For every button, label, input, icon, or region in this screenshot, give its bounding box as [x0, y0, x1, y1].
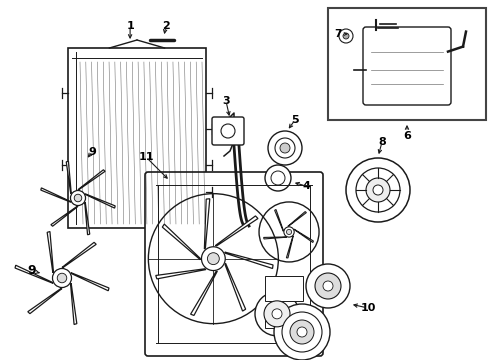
- Polygon shape: [286, 236, 294, 258]
- Circle shape: [74, 194, 82, 202]
- Polygon shape: [78, 170, 105, 190]
- Text: 8: 8: [378, 137, 386, 147]
- Text: 9: 9: [28, 264, 36, 276]
- Circle shape: [264, 301, 290, 327]
- Polygon shape: [85, 194, 115, 208]
- Bar: [328, 8, 486, 120]
- Circle shape: [271, 171, 285, 185]
- Circle shape: [287, 229, 292, 234]
- Polygon shape: [71, 283, 77, 324]
- Circle shape: [71, 190, 86, 206]
- Polygon shape: [288, 212, 306, 226]
- Circle shape: [323, 281, 333, 291]
- Circle shape: [290, 320, 314, 344]
- Circle shape: [339, 29, 353, 43]
- FancyBboxPatch shape: [363, 27, 451, 105]
- Polygon shape: [71, 273, 109, 291]
- Text: 10: 10: [360, 303, 376, 313]
- Polygon shape: [204, 199, 210, 249]
- Circle shape: [255, 292, 299, 336]
- Polygon shape: [191, 271, 217, 315]
- Circle shape: [201, 247, 225, 270]
- Text: 6: 6: [403, 131, 411, 141]
- Polygon shape: [162, 224, 200, 260]
- Polygon shape: [215, 216, 258, 246]
- Circle shape: [272, 309, 282, 319]
- Text: 11: 11: [138, 152, 154, 162]
- Circle shape: [282, 312, 322, 352]
- Polygon shape: [294, 229, 314, 243]
- Circle shape: [274, 304, 330, 360]
- Circle shape: [284, 227, 294, 237]
- Circle shape: [343, 33, 349, 39]
- Circle shape: [306, 264, 350, 308]
- Circle shape: [52, 269, 72, 288]
- Circle shape: [57, 273, 67, 283]
- Polygon shape: [275, 210, 283, 231]
- Circle shape: [356, 168, 400, 212]
- Text: 3: 3: [222, 96, 230, 106]
- Polygon shape: [47, 231, 53, 273]
- Polygon shape: [41, 188, 71, 202]
- Circle shape: [207, 253, 220, 265]
- Polygon shape: [85, 202, 90, 235]
- Bar: [265, 276, 303, 301]
- Text: 9: 9: [88, 147, 96, 157]
- Polygon shape: [66, 161, 71, 194]
- FancyBboxPatch shape: [212, 117, 244, 145]
- Circle shape: [366, 178, 390, 202]
- Text: 7: 7: [335, 29, 342, 39]
- Polygon shape: [156, 269, 206, 279]
- Circle shape: [297, 327, 307, 337]
- Polygon shape: [28, 288, 62, 314]
- Polygon shape: [225, 252, 273, 269]
- Circle shape: [265, 165, 291, 191]
- Text: 5: 5: [291, 115, 299, 125]
- Circle shape: [221, 124, 235, 138]
- Polygon shape: [264, 237, 287, 239]
- Circle shape: [268, 131, 302, 165]
- Circle shape: [275, 138, 295, 158]
- FancyBboxPatch shape: [145, 172, 323, 356]
- Text: 4: 4: [302, 181, 310, 191]
- Circle shape: [315, 273, 341, 299]
- Circle shape: [346, 158, 410, 222]
- Circle shape: [280, 143, 290, 153]
- Polygon shape: [225, 264, 245, 311]
- Text: 1: 1: [126, 21, 134, 31]
- Bar: [265, 307, 303, 328]
- Polygon shape: [62, 242, 96, 267]
- Polygon shape: [51, 206, 78, 226]
- Text: 2: 2: [162, 21, 170, 31]
- Bar: [68, 48, 206, 228]
- Polygon shape: [15, 265, 53, 283]
- Circle shape: [373, 185, 383, 195]
